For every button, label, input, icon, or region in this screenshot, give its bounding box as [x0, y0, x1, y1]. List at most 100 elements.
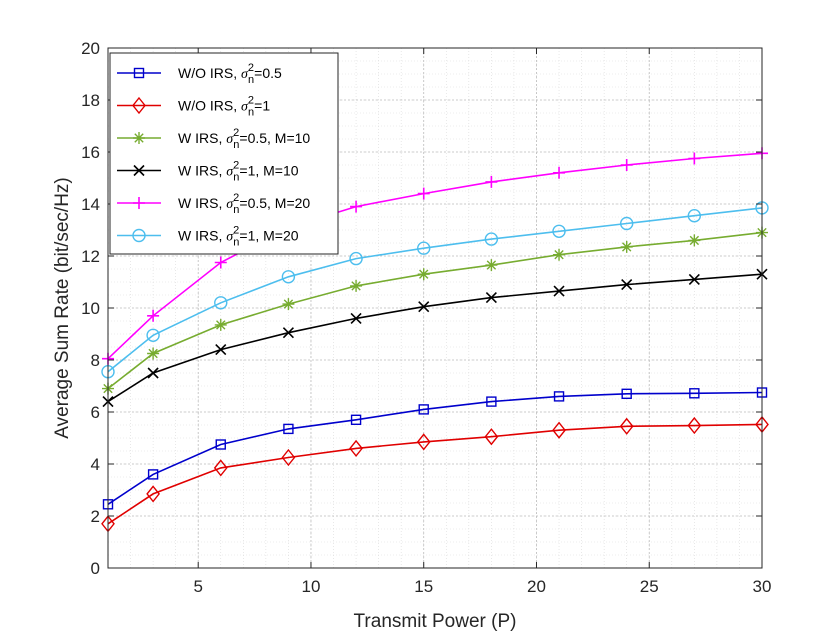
series-4-point	[418, 301, 430, 313]
series-3-point	[417, 268, 430, 281]
legend-entry-6: W IRS, σ2 n=1, M=20	[117, 225, 299, 249]
series-1-point	[553, 391, 565, 402]
series-6-point	[146, 328, 160, 342]
series-3-point	[620, 240, 633, 253]
ticks-layer: 5 10 15 20 25 30 0 2 4 6 8 10 12 14 16 18 20	[81, 39, 771, 596]
legend-marker	[133, 164, 145, 177]
series-6-point	[552, 224, 566, 239]
series-5-point	[620, 159, 633, 171]
series-6-point	[417, 241, 431, 255]
series-5-point	[350, 200, 363, 213]
x-tick-label: 5	[193, 577, 202, 596]
series-1-line	[107, 391, 763, 505]
legend-label: W IRS, σ2 n=0.5, M=20	[178, 192, 310, 216]
series-5-point	[214, 256, 227, 269]
series-4-point	[688, 273, 700, 285]
series-1-point	[350, 414, 362, 425]
legend-box	[109, 52, 339, 255]
series-2-point	[281, 448, 296, 467]
series-1-point	[418, 404, 429, 415]
y-tick-label: 6	[91, 403, 100, 422]
series-3-point	[147, 347, 160, 360]
x-tick-label: 25	[640, 577, 659, 596]
series-5-point	[147, 309, 160, 322]
legend-marker	[132, 96, 146, 115]
y-axis-label: Average Sum Rate (bit/sec/Hz)	[52, 177, 73, 439]
x-axis-label: Transmit Power (P)	[354, 611, 517, 632]
series-6	[101, 201, 769, 379]
series-5-point	[485, 175, 498, 188]
series-3-point	[214, 318, 227, 331]
legend-entry-1: W/O IRS, σ2 n=0.5	[117, 62, 282, 86]
series-4-point	[350, 312, 362, 324]
series-4-point	[147, 367, 159, 379]
legend-entry-2: W/O IRS, σ2 n=1	[117, 95, 270, 119]
series-5-point	[688, 152, 701, 165]
legend-label: W IRS, σ2 n=0.5, M=10	[178, 127, 310, 151]
series-6-point	[214, 296, 228, 310]
series-4-point	[282, 327, 294, 339]
series-3-point	[350, 279, 363, 292]
series-4-point	[553, 285, 565, 297]
series-2-point	[146, 485, 160, 503]
y-tick-label: 10	[81, 299, 100, 318]
y-tick-label: 12	[81, 247, 100, 266]
series-6-point	[281, 270, 296, 284]
y-tick-label: 18	[81, 91, 100, 110]
y-tick-label: 2	[91, 507, 100, 526]
legend-label: W/O IRS, σ2 n=0.5	[178, 62, 282, 86]
series-6-line	[107, 207, 763, 373]
y-tick-label: 8	[91, 351, 100, 370]
legend-entry-3: W IRS, σ2 n=0.5, M=10	[117, 127, 310, 151]
legend-entry-5: W IRS, σ2 n=0.5, M=20	[117, 192, 310, 216]
series-1-point	[689, 388, 700, 399]
y-tick-label: 4	[91, 455, 100, 474]
legend-label: W IRS, σ2 n=1, M=20	[178, 225, 299, 249]
legend-marker	[133, 132, 145, 144]
series-2-point	[416, 433, 431, 451]
legend-marker	[133, 67, 145, 79]
series-6-point	[484, 232, 499, 246]
series-1-point	[147, 469, 159, 480]
series-6-point	[619, 216, 634, 231]
legend-marker	[133, 197, 145, 209]
legend-label: W IRS, σ2 n=1, M=10	[178, 160, 299, 184]
y-tick-label: 0	[91, 559, 100, 578]
series-4-point	[485, 292, 497, 304]
series-2-point	[484, 428, 499, 446]
series-1	[102, 387, 768, 510]
x-tick-label: 20	[527, 577, 546, 596]
series-2-point	[213, 459, 228, 477]
y-tick-label: 14	[81, 195, 100, 214]
series-2-point	[619, 417, 634, 435]
x-tick-label: 10	[302, 577, 321, 596]
series-5-point	[417, 187, 430, 200]
series-2-point	[687, 416, 702, 435]
series-2-line	[107, 423, 763, 525]
series-6-point	[687, 208, 702, 223]
legend-entry-4: W IRS, σ2 n=1, M=10	[117, 160, 299, 184]
series-2-point	[552, 421, 566, 439]
series-2	[101, 415, 769, 533]
x-tick-label: 30	[753, 577, 772, 596]
series-3-point	[282, 298, 295, 311]
series-3-point	[485, 259, 498, 272]
series-3-point	[553, 248, 566, 261]
legend: W/O IRS, σ2 n=0.5 W/O IRS, σ2 n=1 W IRS, σ2 n…	[109, 52, 339, 255]
series-layer	[101, 147, 769, 533]
y-tick-label: 16	[81, 143, 100, 162]
series-5-point	[553, 166, 566, 179]
series-1-point	[486, 396, 497, 407]
legend-marker	[132, 228, 146, 243]
series-3-point	[688, 234, 701, 247]
series-4-point	[621, 279, 633, 291]
series-1-point	[621, 388, 632, 399]
series-2-point	[349, 439, 363, 458]
series-6-point	[349, 251, 363, 266]
series-1-point	[215, 439, 226, 450]
series-1-point	[283, 423, 294, 435]
legend-label: W/O IRS, σ2 n=1	[178, 95, 270, 119]
y-tick-label: 20	[81, 39, 100, 58]
series-4-point	[215, 344, 227, 356]
